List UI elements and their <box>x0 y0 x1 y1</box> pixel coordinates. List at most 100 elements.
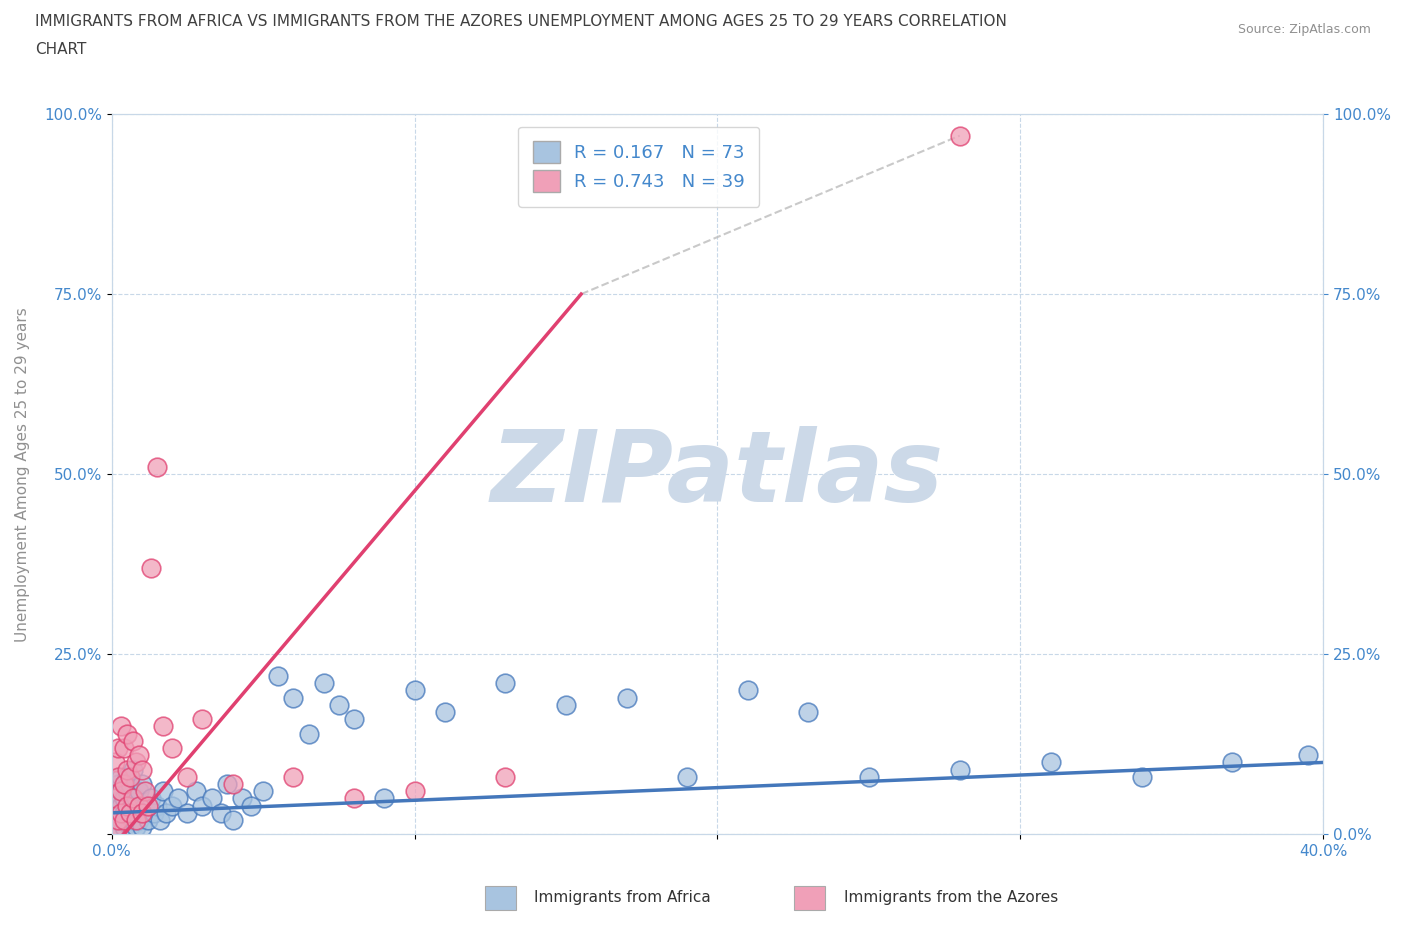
Point <box>404 784 426 799</box>
Point <box>125 813 148 828</box>
Point <box>433 705 456 720</box>
Point <box>115 813 138 828</box>
Point <box>107 805 129 820</box>
Point <box>146 798 169 813</box>
Point <box>200 791 222 806</box>
Point <box>134 798 156 813</box>
Point <box>160 740 183 755</box>
Point <box>152 719 174 734</box>
Point <box>283 690 305 705</box>
Text: Immigrants from the Azores: Immigrants from the Azores <box>844 890 1057 905</box>
Point <box>176 769 198 784</box>
Point <box>104 820 127 835</box>
Point <box>107 813 129 828</box>
Point <box>110 798 132 813</box>
Point <box>131 805 153 820</box>
Point <box>112 805 135 820</box>
Point <box>131 763 153 777</box>
Point <box>328 698 350 712</box>
Point <box>121 798 143 813</box>
Point <box>104 798 127 813</box>
Point <box>131 820 153 835</box>
Point <box>121 791 143 806</box>
Point <box>115 784 138 799</box>
Point <box>110 805 132 820</box>
Point <box>118 805 141 820</box>
Point <box>115 798 138 813</box>
Point <box>373 791 395 806</box>
Point <box>112 777 135 791</box>
Point <box>555 698 578 712</box>
Point <box>312 676 335 691</box>
Point <box>186 784 208 799</box>
Point <box>118 820 141 835</box>
Point <box>1130 769 1153 784</box>
Point <box>121 734 143 749</box>
Point <box>152 784 174 799</box>
Point <box>1039 755 1062 770</box>
Point <box>949 128 972 143</box>
Point <box>112 740 135 755</box>
Point <box>676 769 699 784</box>
Point <box>125 755 148 770</box>
Text: IMMIGRANTS FROM AFRICA VS IMMIGRANTS FROM THE AZORES UNEMPLOYMENT AMONG AGES 25 : IMMIGRANTS FROM AFRICA VS IMMIGRANTS FRO… <box>35 14 1007 29</box>
Point <box>155 805 177 820</box>
Point <box>115 798 138 813</box>
Point <box>139 791 162 806</box>
Point <box>125 805 148 820</box>
Point <box>215 777 238 791</box>
Point <box>149 813 172 828</box>
Point <box>104 813 127 828</box>
Y-axis label: Unemployment Among Ages 25 to 29 years: Unemployment Among Ages 25 to 29 years <box>15 307 30 642</box>
Point <box>231 791 253 806</box>
Legend: R = 0.167   N = 73, R = 0.743   N = 39: R = 0.167 N = 73, R = 0.743 N = 39 <box>517 126 759 206</box>
Point <box>104 784 127 799</box>
Point <box>128 798 150 813</box>
Point <box>134 784 156 799</box>
Point <box>107 769 129 784</box>
Point <box>136 798 159 813</box>
Point <box>222 777 245 791</box>
Point <box>125 791 148 806</box>
Point <box>404 683 426 698</box>
Point <box>110 719 132 734</box>
Point <box>176 805 198 820</box>
Point <box>118 777 141 791</box>
Point <box>128 813 150 828</box>
Point <box>104 755 127 770</box>
Text: Immigrants from Africa: Immigrants from Africa <box>534 890 711 905</box>
Point <box>797 705 820 720</box>
Point <box>115 726 138 741</box>
Point <box>297 726 319 741</box>
Point <box>125 820 148 835</box>
Point <box>949 763 972 777</box>
Point <box>110 769 132 784</box>
Point <box>209 805 232 820</box>
Point <box>128 784 150 799</box>
Point <box>239 798 262 813</box>
Point <box>191 798 214 813</box>
Point <box>121 763 143 777</box>
Point <box>1222 755 1244 770</box>
Point <box>616 690 638 705</box>
Point <box>136 813 159 828</box>
Point <box>858 769 880 784</box>
Point <box>494 676 516 691</box>
Point <box>343 711 366 726</box>
Point <box>160 798 183 813</box>
Point <box>143 805 166 820</box>
Point <box>121 813 143 828</box>
Point <box>107 740 129 755</box>
Point <box>104 791 127 806</box>
Point <box>115 769 138 784</box>
Point <box>110 784 132 799</box>
Text: ZIPatlas: ZIPatlas <box>491 426 943 523</box>
Point <box>191 711 214 726</box>
Point <box>131 777 153 791</box>
Point <box>222 813 245 828</box>
Point <box>107 777 129 791</box>
Text: Source: ZipAtlas.com: Source: ZipAtlas.com <box>1237 23 1371 36</box>
Point <box>167 791 190 806</box>
Point <box>112 820 135 835</box>
Point <box>146 459 169 474</box>
